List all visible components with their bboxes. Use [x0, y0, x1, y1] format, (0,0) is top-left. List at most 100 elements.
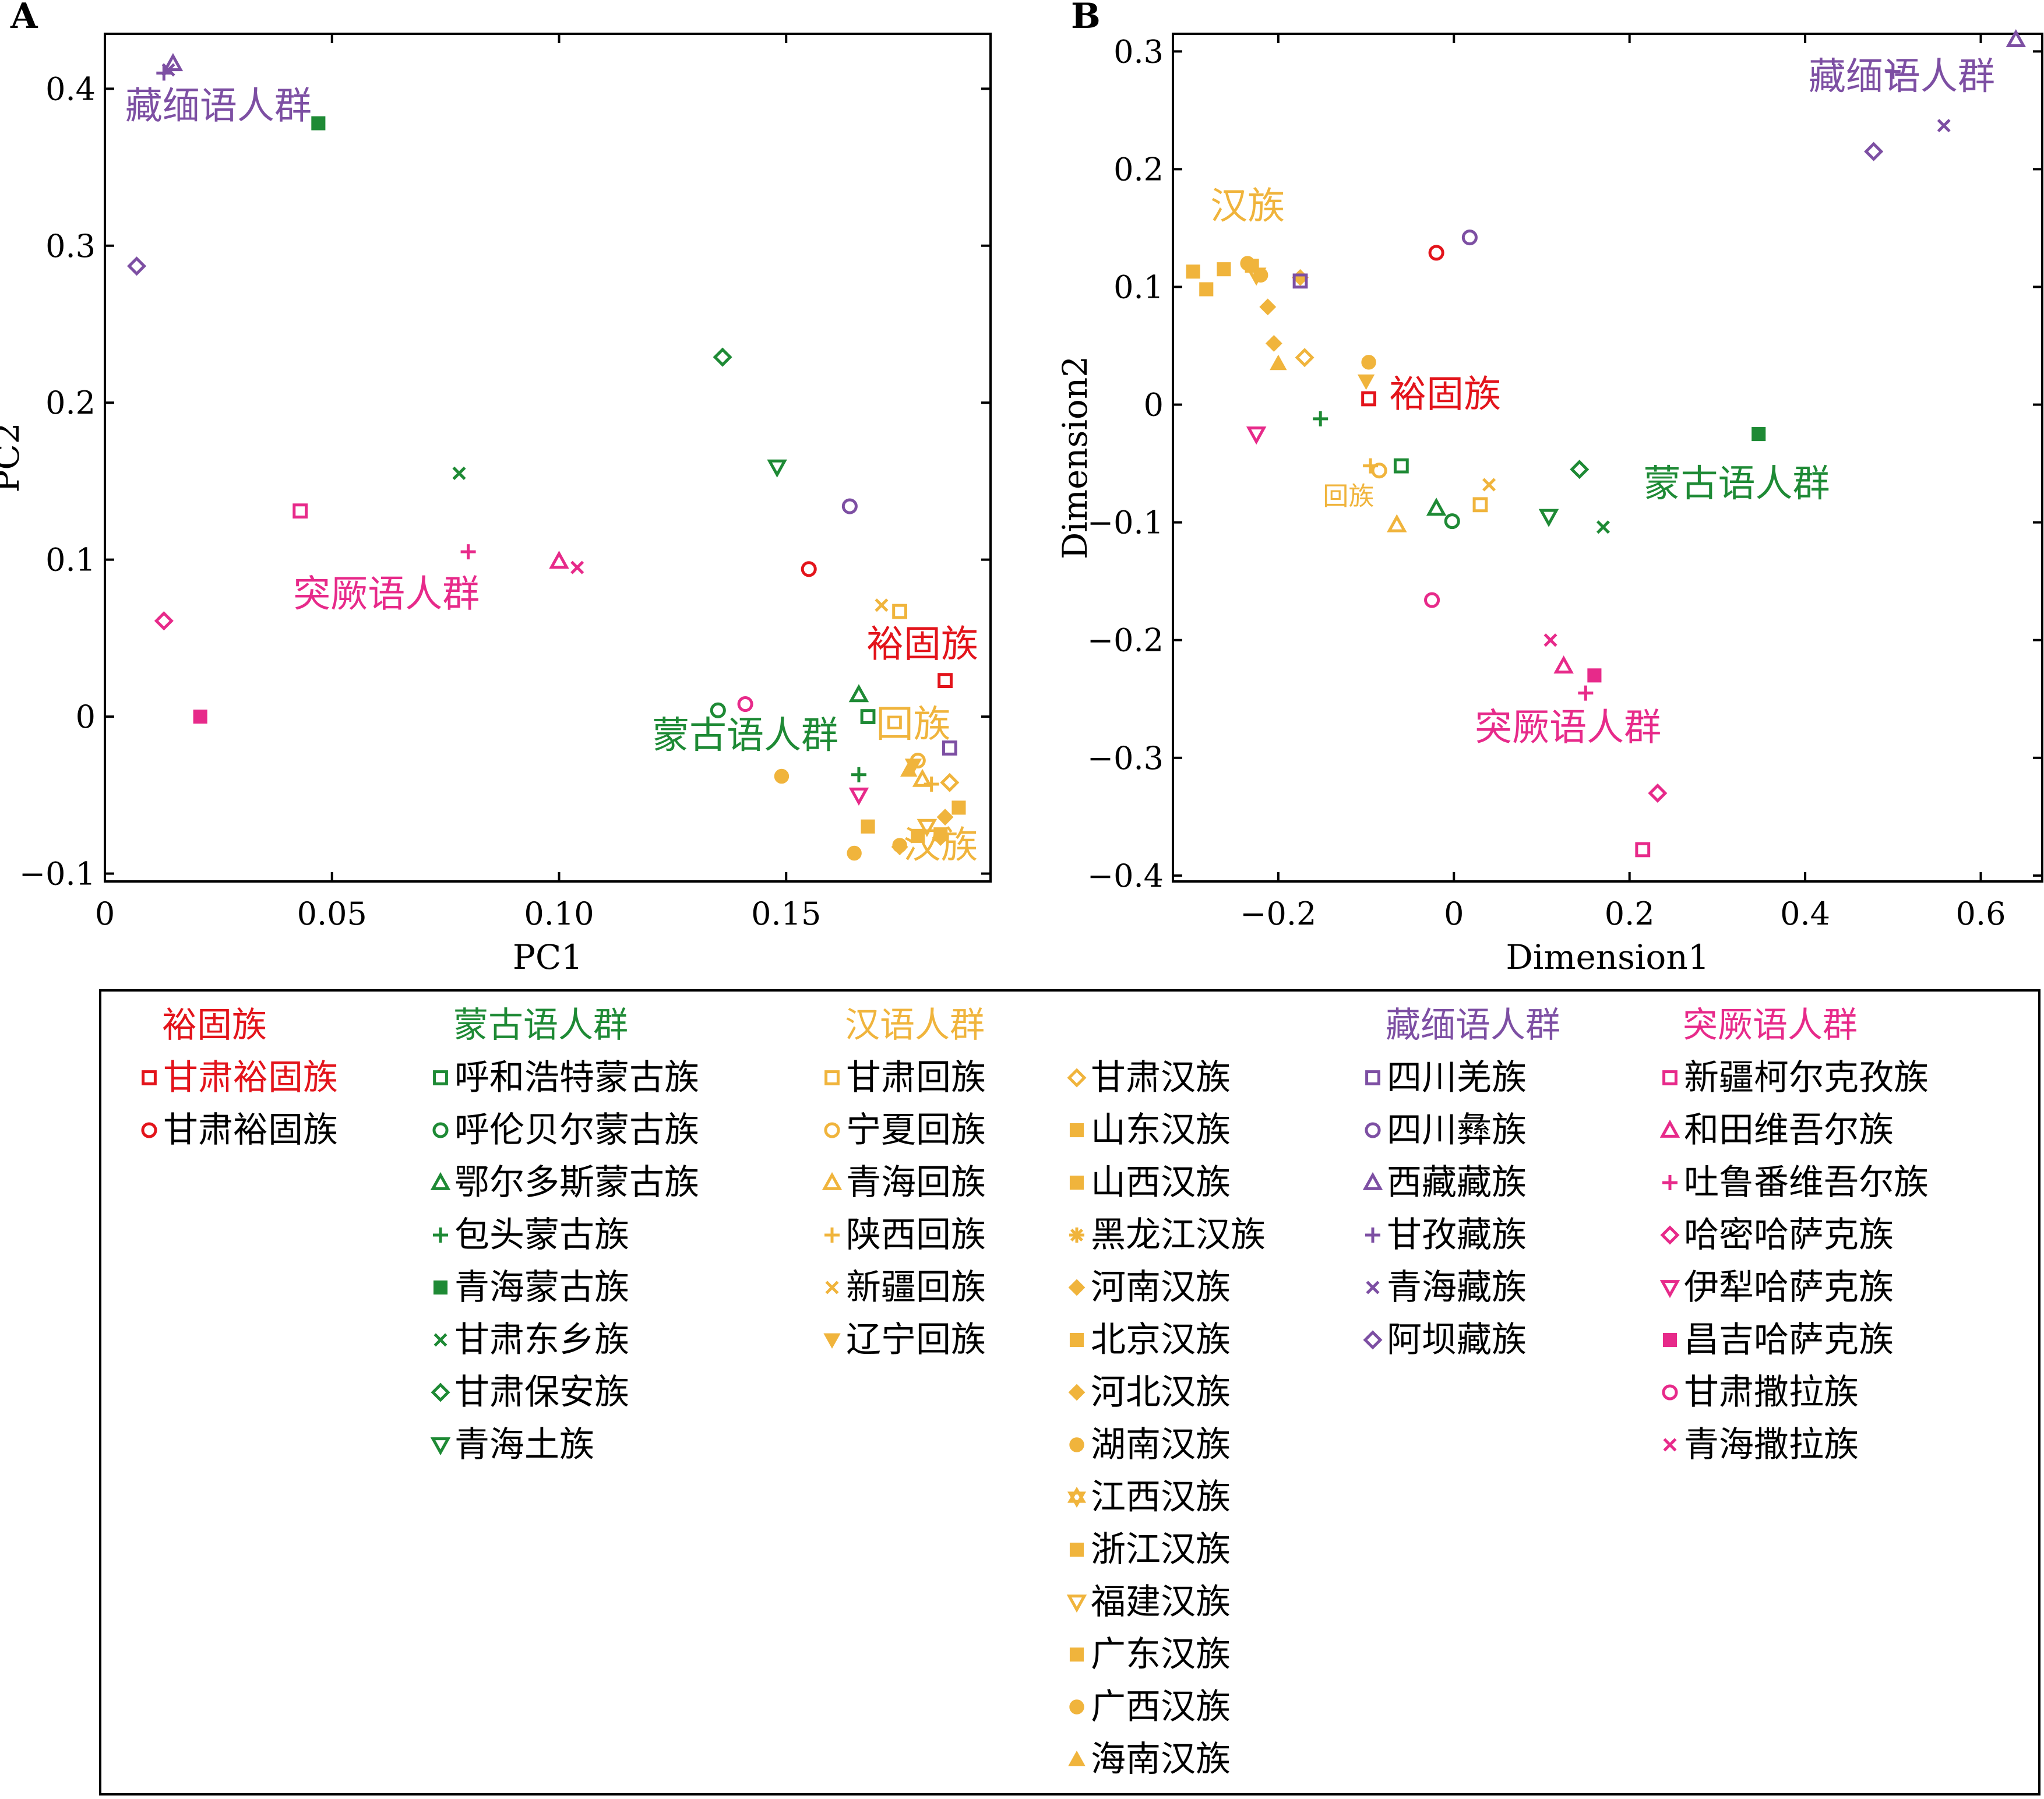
data-point-open-circle	[1444, 513, 1460, 530]
legend-marker-filled-square	[1069, 1175, 1084, 1190]
data-point-filled-triangle	[900, 761, 918, 777]
data-point-filled-diamond	[932, 829, 949, 846]
legend-item-label: 青海回族	[846, 1162, 986, 1203]
data-point-plus	[924, 776, 939, 792]
legend-marker-filled-square	[1069, 1123, 1084, 1138]
y-tick-label: −0.1	[19, 856, 96, 893]
legend-marker-asterisk	[1069, 1227, 1084, 1243]
legend-item-label: 呼伦贝尔蒙古族	[454, 1110, 699, 1151]
legend-marker-open-square	[1662, 1070, 1678, 1085]
legend-item-label: 北京汉族	[1091, 1320, 1231, 1360]
data-point-open-diamond	[940, 772, 960, 792]
data-point-open-triangle	[848, 684, 869, 703]
x-tick-label: 0.05	[297, 895, 367, 932]
cluster-label: 回族	[1323, 481, 1374, 511]
data-point-open-down-triangle	[1246, 426, 1267, 445]
data-point-open-square	[1635, 842, 1651, 858]
legend-item-label: 青海蒙古族	[454, 1267, 629, 1308]
cluster-label: 蒙古语人群	[652, 714, 838, 757]
legend-item-label: 江西汉族	[1091, 1477, 1231, 1518]
legend-marker-filled-square	[433, 1280, 448, 1295]
legend-marker-cross	[434, 1333, 447, 1347]
plot-frame	[1172, 33, 2043, 883]
legend-marker-filled-square	[1069, 1542, 1084, 1557]
data-point-open-triangle	[1553, 655, 1574, 674]
data-point-filled-diamond	[1259, 298, 1277, 316]
legend-marker-open-circle	[1662, 1384, 1678, 1401]
legend-item-label: 广东汉族	[1091, 1634, 1231, 1675]
y-tick-label: −0.3	[1087, 740, 1164, 777]
legend-marker-open-circle	[1365, 1122, 1381, 1138]
y-axis-label: Dimension2	[1055, 356, 1095, 559]
legend-item-label: 和田维吾尔族	[1684, 1110, 1894, 1151]
y-tick-label: 0.1	[45, 542, 96, 578]
legend-marker-open-square	[824, 1070, 840, 1085]
data-point-filled-circle	[892, 838, 907, 853]
cluster-label: 藏缅语人群	[125, 85, 312, 128]
data-point-open-circle	[801, 561, 817, 577]
data-point-open-diamond	[713, 347, 732, 367]
x-axis-label: Dimension1	[1506, 937, 1709, 977]
legend-item-label: 辽宁回族	[846, 1320, 986, 1360]
data-point-open-circle	[1424, 592, 1440, 608]
data-point-open-circle	[1428, 245, 1444, 261]
data-point-cross	[161, 63, 175, 77]
cluster-label: 裕固族	[866, 623, 978, 666]
legend-item-label: 山西汉族	[1091, 1162, 1231, 1203]
legend-item-label: 河北汉族	[1091, 1372, 1231, 1413]
legend-marker-open-triangle	[1362, 1172, 1383, 1190]
data-point-filled-circle	[847, 845, 862, 861]
legend-marker-open-triangle	[430, 1172, 451, 1190]
legend-item-label: 湖南汉族	[1091, 1424, 1231, 1465]
legend-marker-open-diamond	[1067, 1068, 1087, 1088]
legend-marker-filled-circle	[1069, 1699, 1084, 1715]
legend-item-label: 新疆柯尔克孜族	[1684, 1057, 1929, 1098]
y-tick-label: 0.2	[45, 385, 96, 421]
legend-item-label: 新疆回族	[846, 1267, 986, 1308]
legend-marker-filled-square	[1069, 1332, 1084, 1348]
data-point-plus	[1885, 64, 1901, 79]
legend-marker-open-triangle	[822, 1172, 843, 1190]
data-point-open-triangle	[1387, 514, 1407, 532]
cluster-label: 裕固族	[1389, 373, 1501, 417]
legend-marker-open-square	[142, 1070, 157, 1085]
legend-marker-open-triangle	[1659, 1119, 1680, 1138]
x-tick-label: −0.2	[1240, 895, 1316, 932]
data-point-cross	[875, 598, 889, 612]
data-point-filled-square	[1199, 282, 1214, 297]
y-tick-label: 0.3	[1113, 33, 1164, 70]
legend-marker-open-down-triangle	[1066, 1595, 1087, 1613]
x-tick-label: 0.2	[1605, 895, 1655, 932]
data-point-open-triangle	[912, 768, 933, 787]
legend-item-label: 河南汉族	[1091, 1267, 1231, 1308]
legend-item-label: 西藏藏族	[1387, 1162, 1527, 1203]
x-tick-label: 0	[95, 895, 115, 932]
legend-marker-filled-square	[1069, 1647, 1084, 1662]
data-point-filled-square	[861, 819, 875, 834]
cluster-label: 突厥语人群	[293, 573, 480, 616]
data-point-open-diamond	[154, 611, 174, 631]
data-point-open-down-triangle	[767, 459, 787, 478]
legend-item-label: 四川彝族	[1387, 1110, 1527, 1151]
data-point-open-down-triangle	[848, 787, 869, 806]
data-point-cross	[1482, 478, 1496, 492]
y-tick-label: 0.4	[45, 70, 96, 107]
legend-marker-open-down-triangle	[430, 1437, 451, 1456]
y-tick-label: 0	[1144, 387, 1164, 424]
cluster-label: 突厥语人群	[1475, 707, 1661, 750]
data-point-open-circle	[1371, 463, 1387, 479]
legend-marker-plus	[1365, 1227, 1380, 1243]
data-point-open-triangle	[2006, 29, 2027, 48]
data-point-filled-down-triangle	[1357, 374, 1375, 390]
cluster-label: 藏缅语人群	[1809, 55, 1995, 98]
panel-a: A0 0.05 0.10 0.15−0.100.10.20.30.4PC1PC2藏缅语…	[0, 0, 992, 977]
data-point-open-down-triangle	[917, 819, 938, 837]
y-tick-label: 0	[76, 699, 96, 735]
data-point-open-square	[1472, 497, 1488, 513]
legend-item-label: 青海藏族	[1387, 1267, 1527, 1308]
legend-marker-filled-square	[1662, 1332, 1678, 1348]
data-point-filled-circle	[774, 768, 790, 784]
legend-marker-filled-diamond	[1068, 1279, 1086, 1296]
legend-marker-plus	[433, 1227, 448, 1243]
